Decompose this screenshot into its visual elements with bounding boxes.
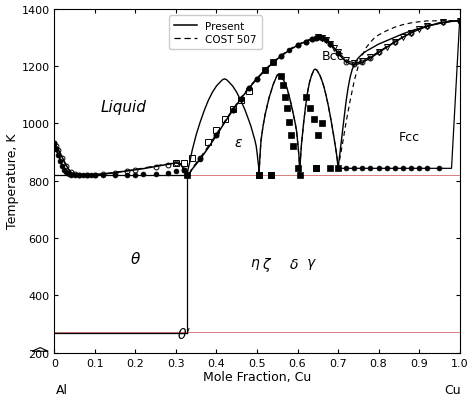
Text: Fcc: Fcc: [399, 130, 419, 143]
Text: Liquid: Liquid: [100, 99, 146, 114]
Text: $\gamma$: $\gamma$: [306, 257, 317, 271]
Text: $\theta'$: $\theta'$: [177, 327, 191, 342]
X-axis label: Mole Fraction, Cu: Mole Fraction, Cu: [203, 371, 311, 383]
Text: Bcc: Bcc: [322, 50, 345, 63]
Text: $\zeta$: $\zeta$: [262, 255, 272, 273]
Text: $\varepsilon$: $\varepsilon$: [234, 136, 243, 150]
Legend: Present, COST 507: Present, COST 507: [169, 16, 262, 50]
Text: $\delta$: $\delta$: [289, 257, 298, 271]
Text: $\eta$: $\eta$: [250, 257, 260, 271]
Text: $\theta$: $\theta$: [130, 251, 141, 266]
Y-axis label: Temperature, K: Temperature, K: [6, 134, 18, 229]
Text: Al: Al: [55, 383, 68, 396]
Text: Cu: Cu: [444, 383, 461, 396]
